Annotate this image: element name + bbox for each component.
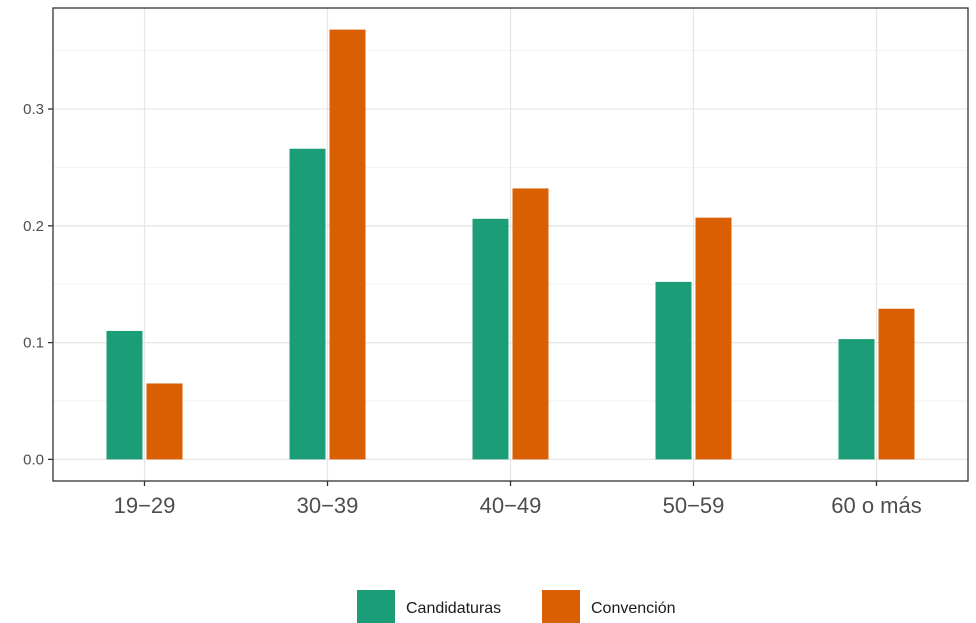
y-tick-label: 0.2 <box>23 218 44 235</box>
legend-swatch-candidaturas <box>357 590 395 623</box>
x-tick-label: 40−49 <box>480 493 542 518</box>
y-tick-label: 0.0 <box>23 451 44 468</box>
bar-convencion <box>329 29 366 460</box>
bar-candidaturas <box>655 281 692 460</box>
bar-convencion <box>695 217 732 460</box>
bar-convencion <box>878 308 915 460</box>
x-axis: 19−29 30−39 40−49 50−59 60 o más <box>114 481 922 518</box>
y-tick-label: 0.1 <box>23 335 44 352</box>
bars <box>106 29 915 460</box>
legend-swatch-convencion <box>542 590 580 623</box>
y-tick-label: 0.3 <box>23 101 44 118</box>
bar-candidaturas <box>106 330 143 460</box>
bar-candidaturas <box>838 339 875 460</box>
bar-candidaturas <box>472 218 509 460</box>
bar-convencion <box>512 188 549 460</box>
legend-label-convencion: Convención <box>591 600 676 617</box>
bar-candidaturas <box>289 148 326 460</box>
bar-convencion <box>146 383 183 460</box>
x-tick-label: 60 o más <box>831 493 922 518</box>
x-tick-label: 50−59 <box>663 493 725 518</box>
x-tick-label: 30−39 <box>297 493 359 518</box>
grid <box>53 8 968 481</box>
y-axis: 0.0 0.1 0.2 0.3 <box>23 101 53 468</box>
legend: Candidaturas Convención <box>357 590 676 623</box>
legend-label-candidaturas: Candidaturas <box>406 600 501 617</box>
x-tick-label: 19−29 <box>114 493 176 518</box>
